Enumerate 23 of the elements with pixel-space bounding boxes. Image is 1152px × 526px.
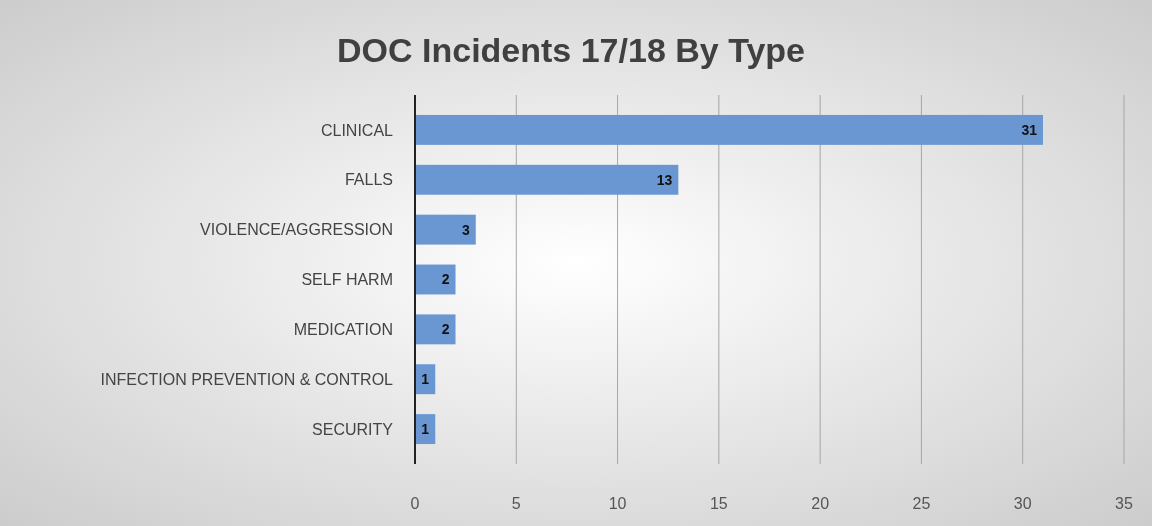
data-label: 2 bbox=[441, 321, 450, 338]
x-tick-label: 35 bbox=[1115, 495, 1133, 512]
chart-title: DOC Incidents 17/18 By Type bbox=[337, 31, 805, 69]
x-tick-label: 25 bbox=[912, 495, 931, 512]
x-tick-label: 5 bbox=[511, 495, 521, 512]
y-tick-label: VIOLENCE/AGGRESSION bbox=[200, 221, 393, 239]
data-label: 2 bbox=[441, 271, 450, 288]
data-label: 13 bbox=[656, 171, 673, 188]
x-tick-label: 10 bbox=[608, 495, 627, 512]
x-tick-label: 20 bbox=[811, 495, 830, 512]
y-tick-label: CLINICAL bbox=[320, 121, 394, 139]
x-tick-label: 30 bbox=[1013, 495, 1032, 512]
x-tick-label: 0 bbox=[410, 495, 420, 512]
y-tick-label: MEDICATION bbox=[293, 320, 393, 338]
y-tick-label: FALLS bbox=[344, 171, 393, 189]
y-tick-label: INFECTION PREVENTION & CONTROL bbox=[100, 370, 394, 388]
y-tick-label: SECURITY bbox=[312, 420, 394, 438]
y-tick-label: SELF HARM bbox=[301, 271, 393, 289]
data-label: 1 bbox=[421, 420, 430, 437]
x-tick-label: 15 bbox=[709, 495, 728, 512]
data-label: 31 bbox=[1021, 121, 1038, 138]
data-label: 3 bbox=[461, 221, 470, 238]
data-label: 1 bbox=[421, 371, 430, 388]
